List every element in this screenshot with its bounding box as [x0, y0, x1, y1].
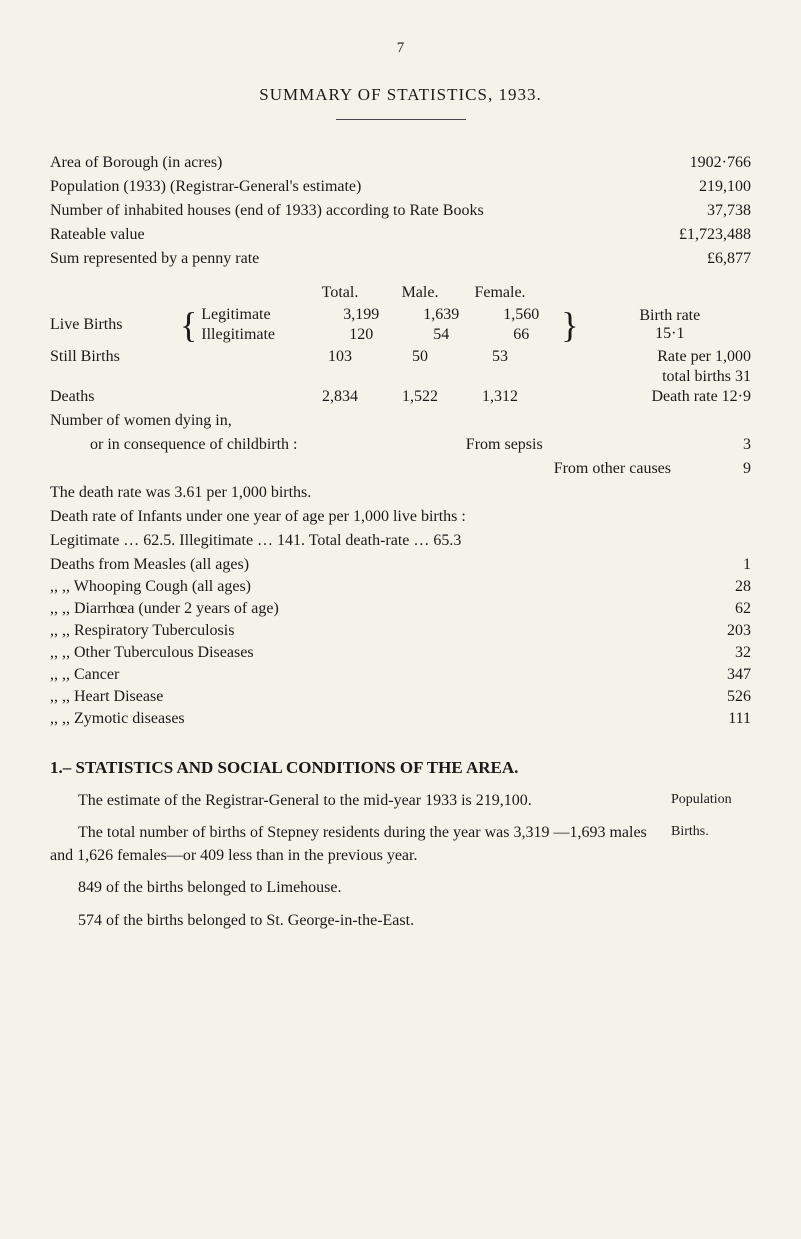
deaths-row: Deaths 2,834 1,522 1,312 Death rate 12·9 [50, 388, 751, 406]
cell: 2,834 [300, 388, 380, 406]
stat-label: Rateable value [50, 226, 679, 244]
margin-note-births: Births. [671, 824, 751, 840]
cell: 103 [300, 348, 380, 366]
list-item: Deaths from Measles (all ages) 1 [50, 556, 751, 574]
page-number: 7 [50, 40, 751, 57]
stat-label: Area of Borough (in acres) [50, 154, 690, 172]
still-births-label: Still Births [50, 348, 180, 366]
cell: 54 [401, 326, 481, 344]
stat-row: Sum represented by a penny rate £6,877 [50, 250, 751, 268]
cause-value: 32 [701, 644, 751, 662]
deaths-label: Deaths [50, 388, 180, 406]
still-births-note2: total births 31 [540, 368, 751, 386]
deaths-by-cause-list: Deaths from Measles (all ages) 1 ,, ,, W… [50, 556, 751, 728]
cause-label: ,, ,, Zymotic diseases [50, 710, 701, 728]
list-item: ,, ,, Other Tuberculous Diseases 32 [50, 644, 751, 662]
list-item: ,, ,, Respiratory Tuberculosis 203 [50, 622, 751, 640]
list-item: ,, ,, Heart Disease 526 [50, 688, 751, 706]
stat-row: Area of Borough (in acres) 1902·766 [50, 154, 751, 172]
col-male: Male. [380, 284, 460, 302]
still-births-row: Still Births 103 50 53 Rate per 1,000 [50, 348, 751, 366]
cause-label: ,, ,, Diarrhœa (under 2 years of age) [50, 600, 701, 618]
body-paragraph: The total number of births of Stepney re… [50, 822, 751, 867]
birth-rate-value: 15·1 [589, 325, 751, 343]
cell: 1,560 [481, 306, 561, 324]
document-title: SUMMARY OF STATISTICS, 1933. [50, 85, 751, 105]
stat-row: Rateable value £1,723,488 [50, 226, 751, 244]
table-row: Illegitimate 120 54 66 [201, 326, 561, 344]
cell: 1,639 [401, 306, 481, 324]
table-row: Legitimate 3,199 1,639 1,560 [201, 306, 561, 324]
cause-value: 111 [701, 710, 751, 728]
list-item: ,, ,, Whooping Cough (all ages) 28 [50, 578, 751, 596]
childbirth-sepsis-row: or in consequence of childbirth : From s… [90, 436, 751, 454]
cause-value: 203 [701, 622, 751, 640]
death-rate-births-note: The death rate was 3.61 per 1,000 births… [50, 484, 751, 502]
cell: 53 [460, 348, 540, 366]
cause-value: 28 [701, 578, 751, 596]
women-dying-line: Number of women dying in, [50, 412, 751, 430]
stat-row: Number of inhabited houses (end of 1933)… [50, 202, 751, 220]
col-female: Female. [460, 284, 540, 302]
from-other-label: From other causes [554, 460, 671, 478]
cause-label: ,, ,, Heart Disease [50, 688, 701, 706]
stat-label: Sum represented by a penny rate [50, 250, 707, 268]
section-heading: 1.– STATISTICS AND SOCIAL CONDITIONS OF … [50, 758, 751, 778]
list-item: ,, ,, Cancer 347 [50, 666, 751, 684]
cause-value: 62 [701, 600, 751, 618]
cause-value: 1 [701, 556, 751, 574]
cell: 120 [321, 326, 401, 344]
cause-label: ,, ,, Cancer [50, 666, 701, 684]
stat-value: 1902·766 [690, 154, 751, 172]
stat-value: £1,723,488 [679, 226, 751, 244]
childbirth-line: or in consequence of childbirth : [90, 436, 298, 454]
col-total: Total. [300, 284, 380, 302]
stat-value: 37,738 [707, 202, 751, 220]
cell: 3,199 [321, 306, 401, 324]
from-other-value: 9 [711, 460, 751, 478]
brace-left-icon: { [180, 307, 197, 343]
birth-rate-label: Birth rate [589, 307, 751, 325]
table-header-row: Total. Male. Female. [50, 284, 751, 302]
list-item: ,, ,, Zymotic diseases 111 [50, 710, 751, 728]
cause-label: ,, ,, Other Tuberculous Diseases [50, 644, 701, 662]
still-births-note2-row: total births 31 [50, 368, 751, 386]
live-births-label: Live Births [50, 316, 180, 334]
infant-death-rate-line2: Legitimate … 62.5. Illegitimate … 141. T… [50, 532, 751, 550]
cell: 1,312 [460, 388, 540, 406]
summary-stats: Area of Borough (in acres) 1902·766 Popu… [50, 154, 751, 268]
stat-row: Population (1933) (Registrar-General's e… [50, 178, 751, 196]
body-paragraph: 849 of the births belonged to Limehouse. [50, 877, 751, 899]
cause-label: ,, ,, Respiratory Tuberculosis [50, 622, 701, 640]
infant-death-rate-line1: Death rate of Infants under one year of … [50, 508, 751, 526]
cause-value: 347 [701, 666, 751, 684]
from-sepsis-label: From sepsis [298, 436, 712, 454]
title-rule [336, 119, 466, 120]
stat-label: Population (1933) (Registrar-General's e… [50, 178, 699, 196]
stat-label: Number of inhabited houses (end of 1933)… [50, 202, 707, 220]
body-paragraph: 574 of the births belonged to St. George… [50, 910, 751, 932]
margin-note-population: Population [671, 792, 751, 808]
stat-value: £6,877 [707, 250, 751, 268]
stat-value: 219,100 [699, 178, 751, 196]
death-rate-note: Death rate 12·9 [540, 388, 751, 406]
cell: 50 [380, 348, 460, 366]
brace-right-icon: } [561, 307, 578, 343]
still-births-note: Rate per 1,000 [540, 348, 751, 366]
body-paragraph: The estimate of the Registrar-General to… [50, 790, 751, 812]
cause-value: 526 [701, 688, 751, 706]
childbirth-other-row: From other causes 9 [50, 460, 751, 478]
cell: 66 [481, 326, 561, 344]
live-births-block: Live Births { Legitimate 3,199 1,639 1,5… [50, 304, 751, 346]
vital-statistics-table: Total. Male. Female. Live Births { Legit… [50, 284, 751, 406]
cell: 1,522 [380, 388, 460, 406]
from-sepsis-value: 3 [711, 436, 751, 454]
list-item: ,, ,, Diarrhœa (under 2 years of age) 62 [50, 600, 751, 618]
cause-label: ,, ,, Whooping Cough (all ages) [50, 578, 701, 596]
legitimate-label: Legitimate [201, 306, 321, 324]
illegitimate-label: Illegitimate [201, 326, 321, 344]
cause-label: Deaths from Measles (all ages) [50, 556, 701, 574]
